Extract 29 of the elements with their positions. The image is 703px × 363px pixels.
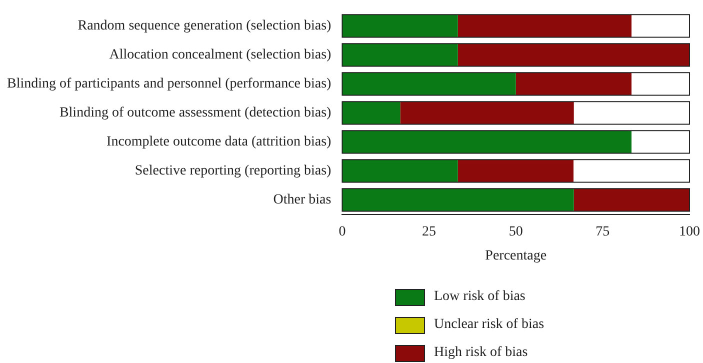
- bar: [400, 102, 574, 124]
- bar: [342, 14, 458, 38]
- y-tick-label: Allocation concealment (selection bias): [109, 48, 332, 63]
- y-tick-label: Random sequence generation (selection bias): [78, 18, 332, 34]
- bar: [342, 72, 516, 96]
- x-tick-label: 25: [422, 224, 436, 240]
- x-tick-label: 75: [596, 224, 610, 240]
- bar: [342, 188, 574, 212]
- y-tick-label: Blinding of participants and personnel (performance bias): [6, 76, 332, 92]
- bar: [574, 188, 690, 212]
- bar: [458, 14, 632, 38]
- y-tick-label: Incomplete outcome data (attrition bias): [106, 134, 332, 150]
- y-tick-label: Selective reporting (reporting bias): [134, 164, 332, 179]
- y-tick-label: Other bias: [273, 192, 332, 208]
- x-tick-label: 100: [679, 224, 700, 240]
- bar: [342, 102, 400, 124]
- legend-label: Unclear risk of bias: [434, 317, 544, 333]
- bar: [342, 130, 632, 154]
- x-axis-title: Percentage: [485, 248, 547, 264]
- bar: [516, 72, 632, 96]
- legend-label: Low risk of bias: [434, 289, 526, 305]
- bar: [342, 160, 458, 182]
- x-tick-label: 50: [508, 224, 523, 240]
- bar: [342, 44, 458, 66]
- legend-label: High risk of bias: [434, 345, 528, 361]
- x-tick-label: 0: [338, 224, 346, 240]
- bar: [458, 44, 690, 66]
- bar: [458, 160, 574, 182]
- y-tick-label: Blinding of outcome assessment (detection bias): [59, 106, 332, 121]
